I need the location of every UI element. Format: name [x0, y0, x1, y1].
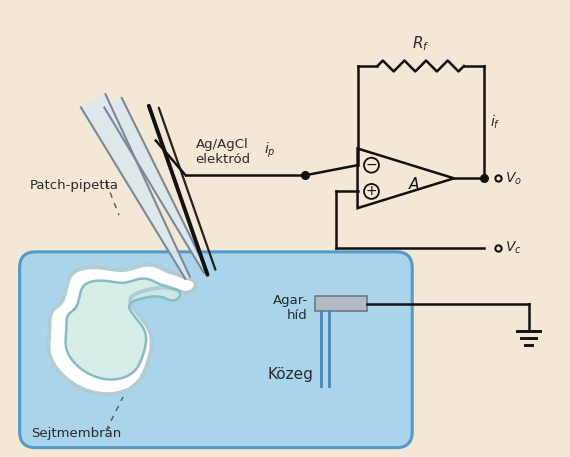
Bar	[315, 296, 367, 312]
Text: Közeg: Közeg	[267, 367, 313, 382]
Text: −: −	[366, 158, 377, 172]
Text: Ag/AgCl
elektród: Ag/AgCl elektród	[196, 138, 251, 166]
Text: $R_f$: $R_f$	[412, 34, 430, 53]
Text: Patch-pipetta: Patch-pipetta	[30, 179, 119, 192]
Polygon shape	[81, 94, 190, 279]
Text: $V_c$: $V_c$	[504, 239, 522, 256]
FancyBboxPatch shape	[19, 252, 412, 448]
Polygon shape	[66, 279, 180, 379]
Text: Sejtmembrán: Sejtmembrán	[31, 427, 122, 440]
Text: $V_o$: $V_o$	[504, 170, 522, 186]
Text: $i_p$: $i_p$	[264, 141, 276, 160]
Text: $i_f$: $i_f$	[490, 113, 500, 131]
Polygon shape	[321, 312, 329, 386]
Polygon shape	[48, 265, 196, 394]
Text: Agar-
híd: Agar- híd	[272, 293, 308, 322]
Text: +: +	[366, 185, 377, 198]
Polygon shape	[104, 98, 207, 273]
Text: A: A	[409, 177, 419, 192]
